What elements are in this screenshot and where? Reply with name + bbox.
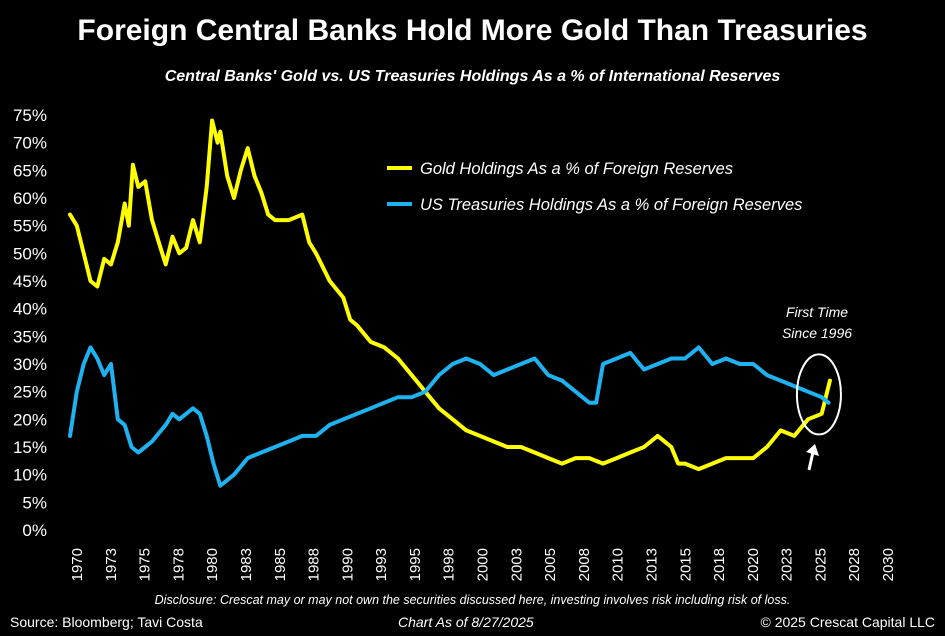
source-text: Source: Bloomberg; Tavi Costa (10, 614, 203, 630)
y-tick-label: 45% (13, 272, 47, 291)
disclosure-text: Disclosure: Crescat may or may not own t… (154, 593, 791, 607)
x-tick-label: 2030 (880, 548, 897, 581)
annotation: First Time Since 1996 (782, 304, 852, 471)
x-tick-label: 2018 (711, 548, 728, 581)
x-tick-label: 2013 (643, 548, 660, 581)
x-tick-label: 2010 (610, 548, 627, 581)
x-axis-ticks: 1970 1973 1975 1978 1980 1983 1985 1988 1990 1993… (69, 548, 897, 581)
x-tick-label: 2008 (576, 548, 593, 581)
x-tick-label: 1978 (170, 548, 187, 581)
x-tick-label: 1973 (103, 548, 120, 581)
y-tick-label: 65% (13, 161, 47, 180)
x-tick-label: 2023 (779, 548, 796, 581)
y-tick-label: 25% (13, 383, 47, 402)
legend-label: Gold Holdings As a % of Foreign Reserves (420, 160, 733, 178)
annotation-circle (795, 353, 842, 436)
as-of-date: Chart As of 8/27/2025 (398, 614, 534, 630)
y-tick-label: 0% (22, 521, 47, 540)
y-tick-label: 10% (13, 466, 47, 485)
x-tick-label: 1990 (339, 548, 356, 581)
x-tick-label: 1980 (204, 548, 221, 581)
annotation-arrow-shaft (807, 451, 815, 471)
x-tick-label: 2020 (745, 548, 762, 581)
x-tick-label: 1975 (137, 548, 154, 581)
annotation-line-2: Since 1996 (782, 325, 852, 341)
x-tick-label: 2025 (812, 548, 829, 581)
x-tick-label: 1993 (373, 548, 390, 581)
y-tick-label: 30% (13, 355, 47, 374)
copyright-text: © 2025 Crescat Capital LLC (760, 614, 935, 630)
y-tick-label: 50% (13, 244, 47, 263)
y-tick-label: 35% (13, 327, 47, 346)
y-tick-label: 15% (13, 438, 47, 457)
legend: Gold Holdings As a % of Foreign Reserves… (387, 160, 802, 214)
x-tick-label: 1970 (69, 548, 86, 581)
chart-title: Foreign Central Banks Hold More Gold Tha… (77, 14, 868, 47)
x-tick-label: 2000 (475, 548, 492, 581)
x-tick-label: 2028 (846, 548, 863, 581)
y-tick-label: 75% (13, 106, 47, 125)
series-lines (68, 118, 832, 488)
x-tick-label: 2005 (542, 548, 559, 581)
y-tick-label: 5% (22, 493, 47, 512)
legend-label: US Treasuries Holdings As a % of Foreign… (420, 196, 802, 214)
x-tick-label: 2015 (677, 548, 694, 581)
series-line-gold (68, 118, 832, 472)
x-tick-label: 1998 (441, 548, 458, 581)
x-tick-label: 1995 (407, 548, 424, 581)
y-tick-label: 55% (13, 217, 47, 236)
x-tick-label: 1985 (272, 548, 289, 581)
y-tick-label: 20% (13, 410, 47, 429)
x-tick-label: 1983 (238, 548, 255, 581)
y-tick-label: 40% (13, 300, 47, 319)
y-tick-label: 60% (13, 189, 47, 208)
annotation-arrow-head (806, 444, 819, 456)
x-tick-label: 2003 (508, 548, 525, 581)
y-axis-ticks: 0% 5% 10% 15% 20% 25% 30% 35% 40% 45% 50% 55% 60% 65%… (13, 106, 47, 540)
x-tick-label: 1988 (306, 548, 323, 581)
y-tick-label: 70% (13, 134, 47, 153)
series-line-treasuries (68, 345, 831, 488)
annotation-line-1: First Time (786, 304, 848, 320)
chart-subtitle: Central Banks' Gold vs. US Treasuries Ho… (164, 68, 781, 85)
